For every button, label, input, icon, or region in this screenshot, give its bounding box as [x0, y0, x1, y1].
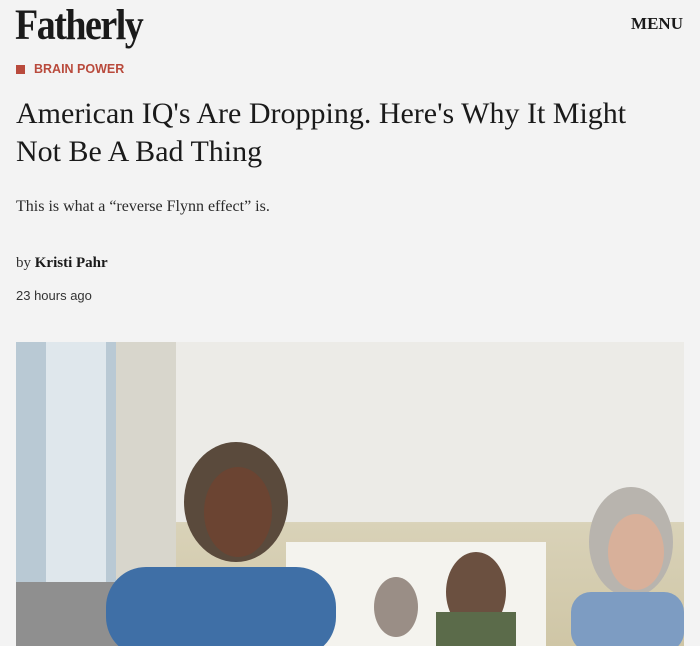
category-tag[interactable]: BRAIN POWER [16, 62, 124, 76]
menu-button[interactable]: MENU [631, 14, 683, 33]
byline: by Kristi Pahr [16, 255, 108, 272]
hero-photo-illustration [16, 342, 684, 646]
hero-image [16, 342, 684, 646]
author-link[interactable]: Kristi Pahr [34, 255, 108, 271]
fatherly-logo[interactable]: Fatherly [15, 1, 144, 50]
article-title: American IQ's Are Dropping. Here's Why I… [16, 97, 627, 168]
category-square-icon [16, 64, 25, 74]
category-label: BRAIN POWER [34, 62, 125, 76]
byline-prefix: by [16, 255, 31, 271]
article-dek: This is what a “reverse Flynn effect” is… [16, 198, 270, 215]
timestamp: 23 hours ago [16, 288, 92, 303]
